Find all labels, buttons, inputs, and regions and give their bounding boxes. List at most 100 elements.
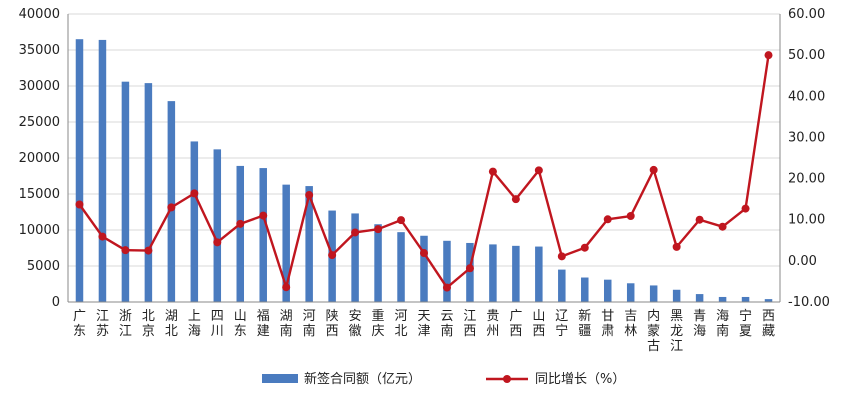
category-label: 山东: [234, 309, 247, 339]
category-label: 重庆: [372, 308, 385, 339]
bar: [489, 244, 497, 302]
left-tick-label: 20000: [19, 151, 60, 166]
bar: [764, 299, 773, 302]
bar: [649, 285, 658, 302]
category-label: 天津: [417, 309, 430, 339]
bar: [121, 81, 130, 303]
legend-bar-label: 新签合同额（亿元）: [304, 371, 421, 387]
category-label: 江西: [463, 309, 476, 339]
bar: [351, 213, 359, 302]
growth-point: [672, 242, 681, 251]
category-label: 云南: [440, 309, 453, 339]
category-label: 安徽: [349, 309, 362, 339]
category-label: 内蒙古: [647, 308, 660, 354]
category-label: 上海: [188, 309, 201, 339]
category-label: 甘肃: [601, 309, 614, 339]
bar: [466, 242, 474, 302]
left-tick-label: 10000: [19, 223, 60, 238]
growth-point: [649, 165, 658, 174]
growth-point: [718, 222, 727, 231]
growth-point: [511, 195, 520, 204]
growth-point: [397, 216, 406, 225]
bar: [144, 83, 153, 303]
bar: [626, 283, 635, 302]
line-series: [75, 51, 773, 292]
category-label: 陕西: [326, 309, 339, 339]
bar: [718, 296, 727, 302]
left-tick-label: 35000: [19, 43, 60, 58]
growth-point: [167, 203, 176, 212]
bar: [741, 296, 750, 302]
legend-line-label: 同比增长（%）: [535, 372, 625, 387]
category-label: 湖北: [165, 309, 178, 339]
bar: [190, 141, 199, 302]
growth-point: [75, 200, 84, 209]
left-tick-label: 30000: [19, 79, 60, 94]
growth-point: [98, 232, 107, 241]
category-label: 海南: [716, 309, 729, 339]
category-label: 新疆: [578, 308, 591, 339]
left-tick-label: 40000: [19, 7, 60, 22]
bar: [581, 277, 589, 302]
bar: [282, 184, 290, 302]
growth-point: [305, 191, 314, 200]
bar: [98, 39, 107, 303]
category-label: 江苏: [96, 309, 109, 339]
growth-point: [442, 283, 451, 292]
legend-line-marker: [503, 375, 511, 383]
growth-point: [626, 212, 635, 221]
growth-point: [465, 264, 474, 273]
legend: 新签合同额（亿元） 同比增长（%）: [262, 371, 625, 387]
category-label: 河北: [395, 309, 408, 339]
growth-point: [351, 228, 360, 237]
bar: [259, 168, 267, 302]
growth-point: [420, 249, 428, 258]
category-label: 吉林: [624, 309, 637, 339]
bar: [512, 245, 520, 302]
category-label: 青海: [693, 309, 706, 339]
growth-point: [695, 215, 704, 224]
bar: [236, 165, 245, 302]
growth-point: [236, 219, 245, 228]
growth-point: [534, 166, 543, 175]
growth-point: [488, 167, 497, 176]
bar: [695, 294, 704, 302]
right-tick-label: 20.00: [788, 172, 825, 187]
right-tick-label: 30.00: [788, 130, 825, 145]
bar: [420, 235, 428, 302]
category-label: 贵州: [486, 309, 499, 339]
left-tick-label: 25000: [19, 115, 60, 130]
growth-point: [121, 246, 130, 255]
gridlines: [68, 13, 780, 303]
category-label: 河南: [303, 309, 316, 339]
category-label: 北京: [142, 309, 155, 339]
growth-point: [603, 215, 612, 224]
left-y-axis: 0 5000 10000 15000 20000 25000 30000 35000 40000: [19, 7, 69, 310]
category-label: 西藏: [762, 309, 775, 339]
category-label: 福建: [257, 309, 270, 339]
bar-series: [75, 39, 773, 303]
growth-point: [328, 251, 337, 260]
category-label: 宁夏: [739, 308, 752, 339]
category-label: 山西: [532, 309, 545, 339]
growth-point: [213, 238, 222, 247]
category-label: 广东: [73, 309, 86, 339]
left-tick-label: 5000: [27, 259, 60, 274]
bar: [397, 232, 405, 302]
bar: [213, 149, 222, 302]
right-tick-label: 10.00: [788, 213, 825, 228]
x-axis: 广东江苏浙江北京湖北上海四川山东福建湖南河南陕西安徽重庆河北天津云南江西贵州广西…: [68, 301, 780, 354]
growth-point: [259, 211, 268, 220]
right-tick-label: -10.00: [788, 295, 830, 310]
right-tick-label: 0.00: [788, 254, 817, 269]
growth-point: [282, 283, 291, 292]
bar: [603, 279, 612, 302]
legend-bar-swatch: [262, 374, 298, 383]
bar: [558, 269, 566, 302]
right-tick-label: 40.00: [788, 89, 825, 104]
left-tick-label: 0: [52, 295, 60, 310]
category-label: 四川: [211, 309, 224, 339]
bar: [305, 186, 313, 302]
category-label: 辽宁: [555, 309, 568, 339]
bar: [535, 246, 543, 302]
